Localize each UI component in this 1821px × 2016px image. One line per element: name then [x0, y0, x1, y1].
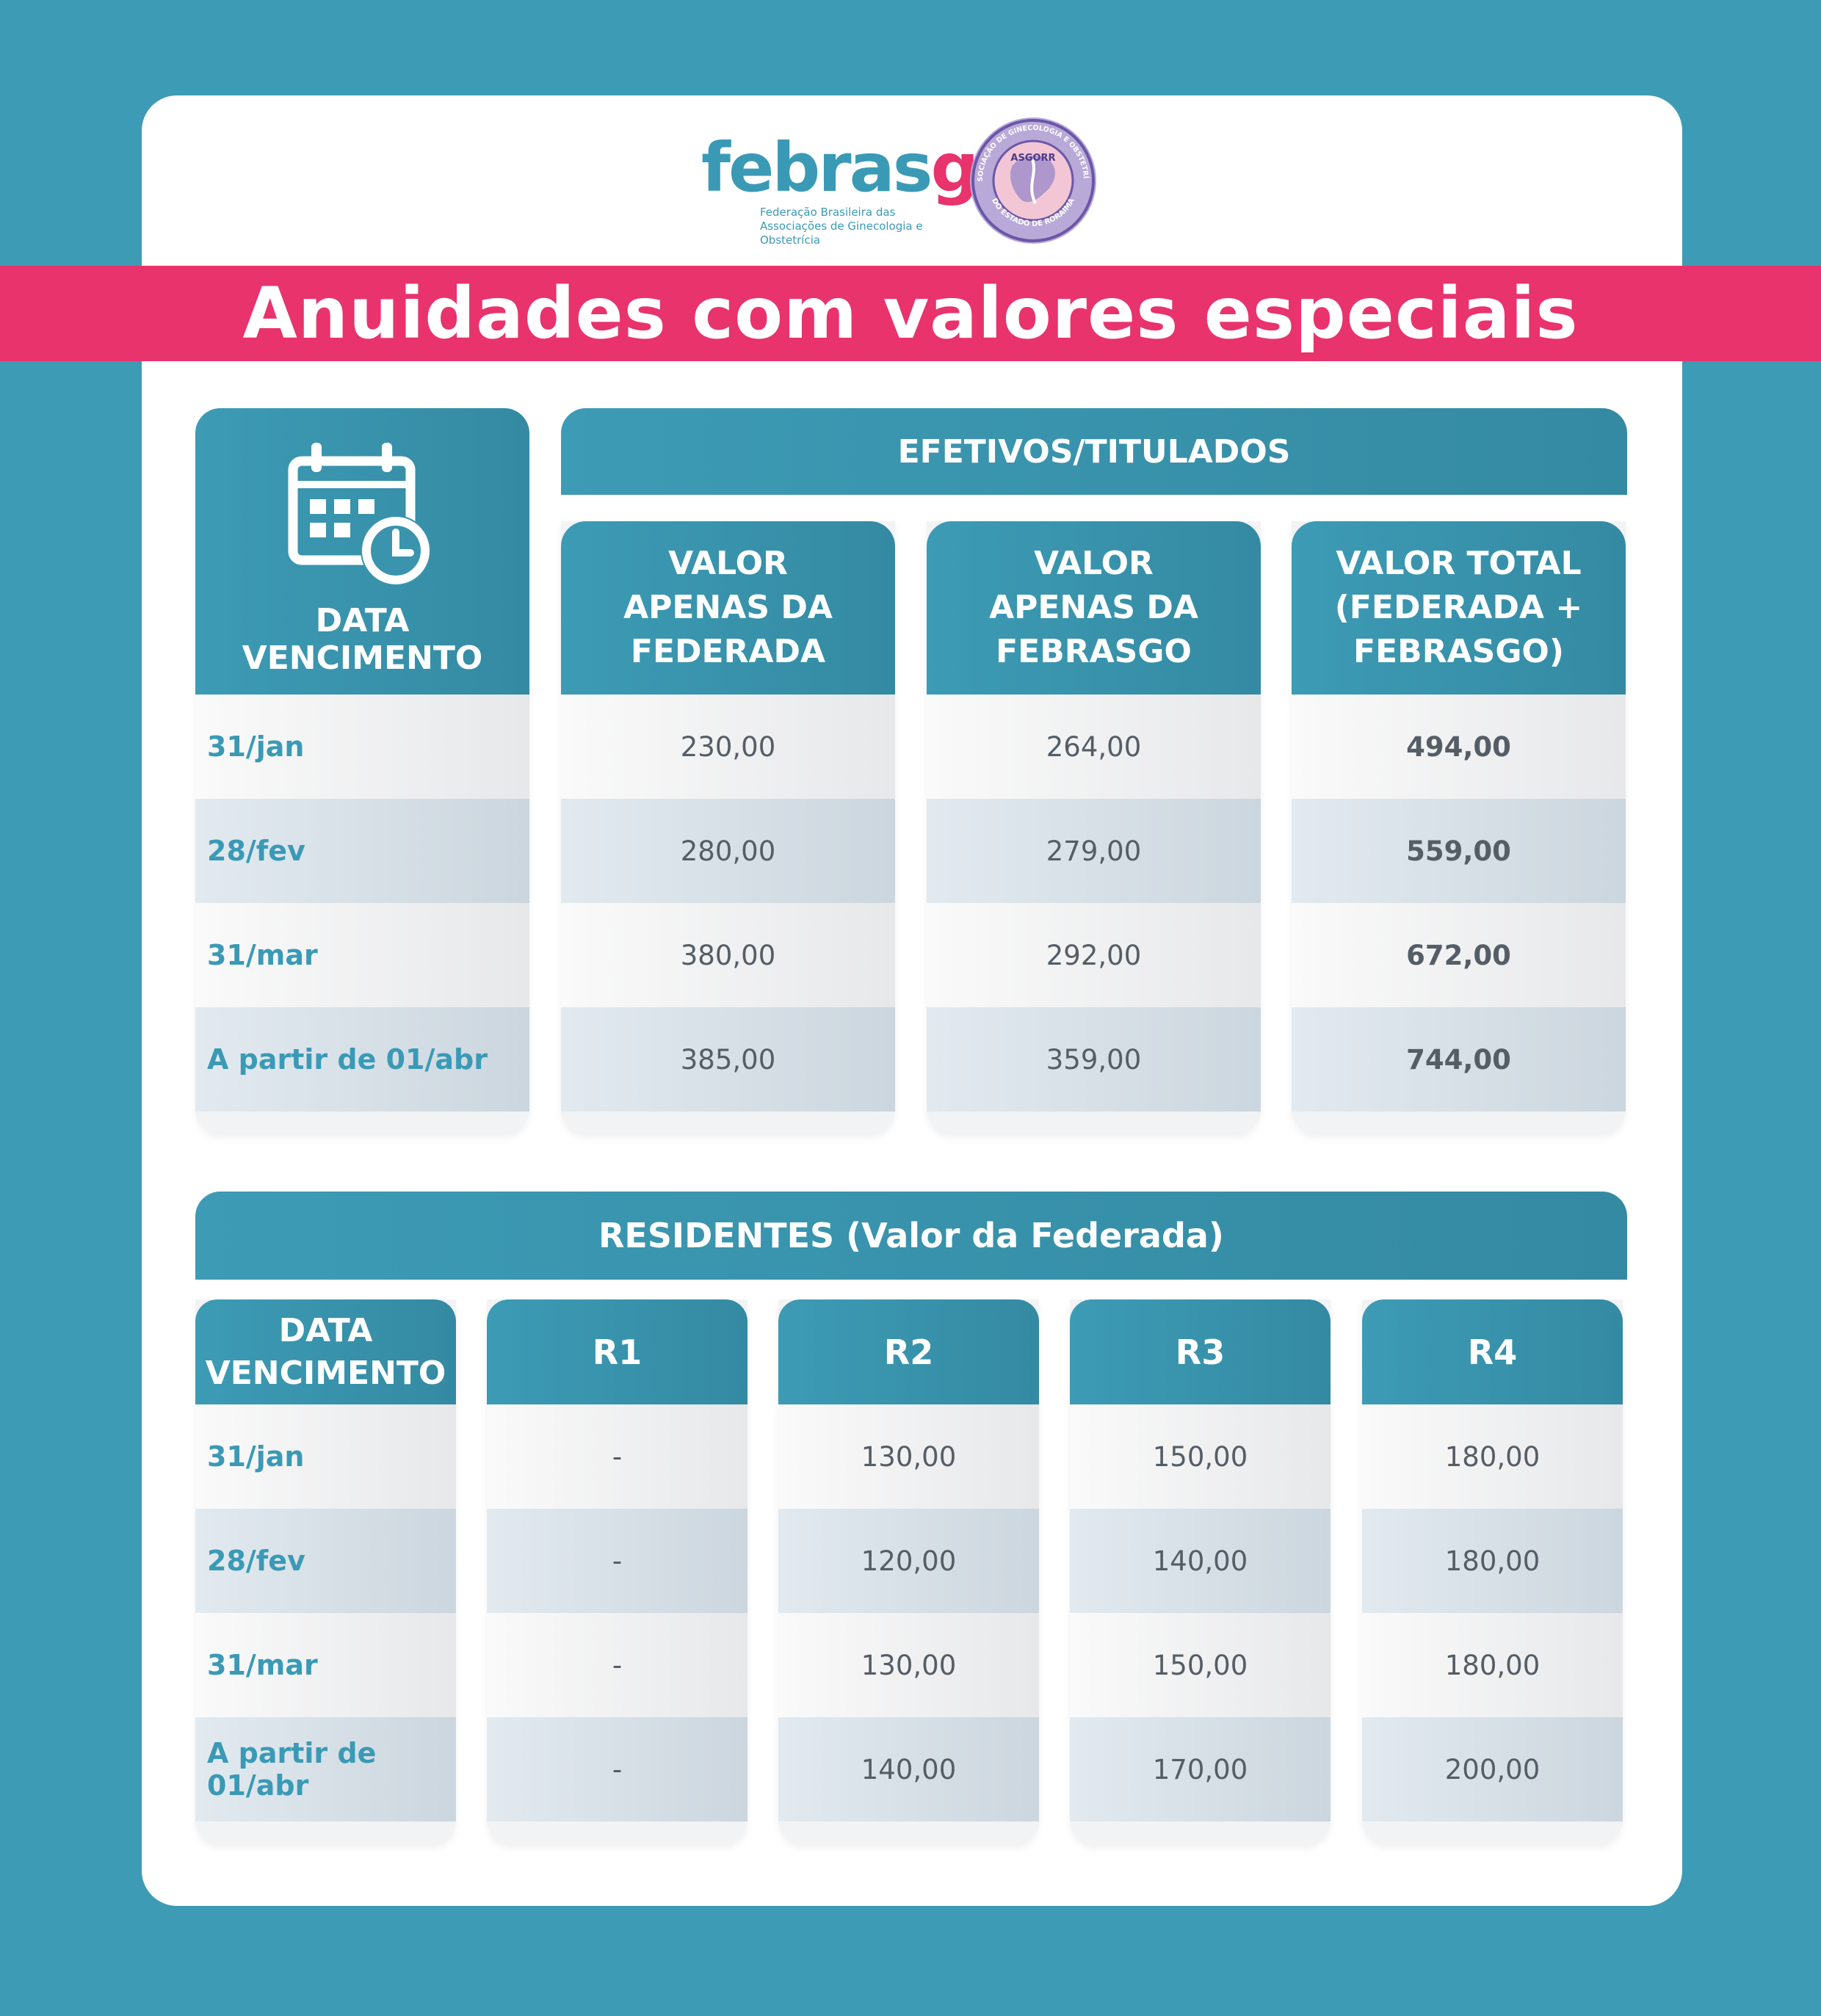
res-cell-r1: -: [487, 1404, 747, 1509]
page-title: Anuidades com valores especiais: [242, 272, 1579, 355]
title-banner: Anuidades com valores especiais: [0, 266, 1821, 361]
res-row-date: A partir de 01/abr: [195, 1717, 456, 1821]
res-row-date: 31/mar: [195, 1613, 456, 1717]
res-cell-r3: 170,00: [1070, 1717, 1331, 1821]
res-cell-r1: -: [487, 1613, 747, 1717]
header-line: VALOR: [1034, 545, 1154, 582]
efetivos-cell-febrasgo: 292,00: [927, 903, 1261, 1007]
efetivos-cell-febrasgo: 264,00: [927, 695, 1261, 799]
res-header-r1: R1: [487, 1299, 747, 1404]
header-line: DATA: [278, 1311, 373, 1349]
res-cell-r4: 200,00: [1362, 1717, 1623, 1821]
header-line: FEBRASGO): [1353, 633, 1564, 670]
efetivos-cell-federada: 385,00: [561, 1007, 895, 1112]
res-cell-r4: 180,00: [1362, 1404, 1623, 1509]
logo-subtitle-line1: Federação Brasileira das: [760, 206, 896, 219]
res-cell-r2: 130,00: [778, 1613, 1039, 1717]
efetivos-cell-federada: 280,00: [561, 799, 895, 903]
efetivos-cell-total: 672,00: [1292, 903, 1626, 1007]
date-vencimento-label: DATA VENCIMENTO: [242, 602, 483, 677]
header-valor-febrasgo: VALOR APENAS DA FEBRASGO: [927, 521, 1261, 695]
header-line: (FEDERADA +: [1334, 589, 1583, 626]
res-cell-r3: 150,00: [1070, 1404, 1331, 1509]
res-cell-r2: 120,00: [778, 1509, 1039, 1613]
res-header-r4: R4: [1362, 1299, 1623, 1404]
header-line: APENAS DA: [623, 589, 833, 626]
header-line: FEDERADA: [630, 633, 826, 670]
efetivos-row-date: 31/mar: [195, 903, 529, 1007]
efetivos-cell-federada: 380,00: [561, 903, 895, 1007]
res-cell-r2: 140,00: [778, 1717, 1039, 1821]
efetivos-cell-total: 559,00: [1292, 799, 1626, 903]
asgorr-seal-icon: ASGORR ASSOCIAÇÃO DE GINECOLOGIA E OBSTE…: [968, 115, 1096, 244]
date-vencimento-header: DATA VENCIMENTO: [195, 408, 529, 695]
efetivos-cell-febrasgo: 359,00: [927, 1007, 1261, 1112]
calendar-clock-icon: [288, 443, 431, 586]
res-cell-r1: -: [487, 1717, 747, 1821]
efetivos-cell-febrasgo: 279,00: [927, 799, 1261, 903]
efetivos-cell-total: 744,00: [1292, 1007, 1626, 1112]
efetivos-section-header: EFETIVOS/TITULADOS: [561, 408, 1627, 495]
res-cell-r4: 180,00: [1362, 1509, 1623, 1613]
res-header-r3: R3: [1070, 1299, 1331, 1404]
header-valor-federada: VALOR APENAS DA FEDERADA: [561, 521, 895, 695]
logo-subtitle-line2: Associações de Ginecologia e Obstetrícia: [760, 220, 923, 247]
res-date-header: DATA VENCIMENTO: [195, 1299, 456, 1404]
header-line: APENAS DA: [989, 589, 1198, 626]
residentes-section-header: RESIDENTES (Valor da Federada): [195, 1192, 1627, 1280]
seal-center-text: ASGORR: [1010, 153, 1055, 164]
header-line: VALOR: [668, 545, 788, 582]
efetivos-row-date: 28/fev: [195, 799, 529, 903]
res-cell-r4: 180,00: [1362, 1613, 1623, 1717]
efetivos-cell-total: 494,00: [1292, 695, 1626, 799]
efetivos-row-date: 31/jan: [195, 695, 529, 799]
res-cell-r3: 140,00: [1070, 1509, 1331, 1613]
header-line: FEBRASGO: [996, 633, 1192, 670]
logo-subtitle: Federação Brasileira das Associações de …: [760, 206, 966, 247]
febrasgo-logo: febrasgo Federação Brasileira das Associ…: [701, 128, 1024, 247]
res-header-r2: R2: [778, 1299, 1039, 1404]
res-row-date: 31/jan: [195, 1404, 456, 1509]
efetivos-row-date: A partir de 01/abr: [195, 1007, 529, 1112]
res-cell-r1: -: [487, 1509, 747, 1613]
header-line: VENCIMENTO: [205, 1354, 446, 1392]
res-cell-r2: 130,00: [778, 1404, 1039, 1509]
header-line: VALOR TOTAL: [1336, 545, 1582, 582]
header-valor-total: VALOR TOTAL (FEDERADA + FEBRASGO): [1292, 521, 1626, 695]
res-row-date: 28/fev: [195, 1509, 456, 1613]
efetivos-cell-federada: 230,00: [561, 695, 895, 799]
res-cell-r3: 150,00: [1070, 1613, 1331, 1717]
logo-word-febras: febras: [701, 128, 933, 207]
